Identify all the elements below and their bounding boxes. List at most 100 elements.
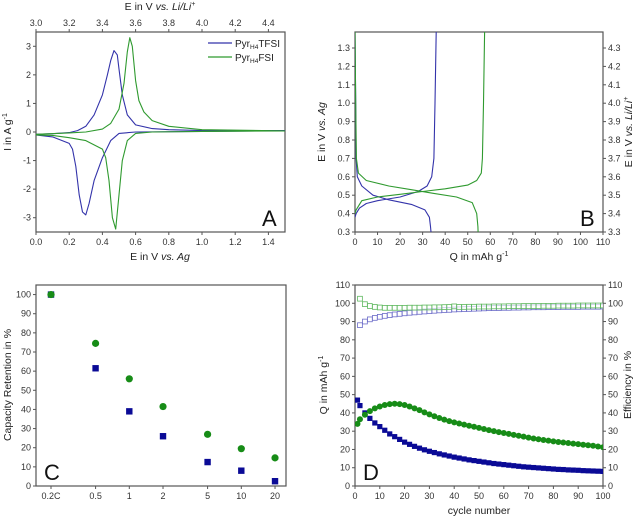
capacity-point (540, 436, 547, 443)
right-y-tick-label: 4.1 (608, 80, 621, 90)
efficiency-point (505, 303, 512, 309)
capacity-point (366, 408, 373, 415)
capacity-point (376, 403, 383, 410)
efficiency-point (426, 304, 433, 311)
y-tick-label: 0.4 (337, 209, 350, 219)
x-tick-label: 100 (595, 491, 610, 501)
y-tick-label: 0.3 (337, 227, 350, 237)
capacity-point (526, 464, 532, 470)
capacity-point (471, 458, 477, 464)
top-x-tick-label: 3.4 (96, 18, 109, 28)
y-tick-label: 30 (340, 426, 350, 436)
capacity-point (431, 413, 438, 420)
efficiency-point (451, 303, 457, 310)
y-tick-label: 20 (340, 444, 350, 454)
efficiency-point (535, 303, 542, 309)
top-x-tick-label: 4.2 (229, 18, 242, 28)
efficiency-point (595, 302, 601, 309)
data-point-circle (91, 339, 100, 347)
efficiency-point (570, 302, 577, 309)
data-point-square (126, 408, 133, 415)
series-group (355, 295, 603, 474)
panel-b-y-axis-title: E in V vs. Ag (316, 102, 328, 162)
capacity-point (535, 465, 542, 471)
efficiency-point (391, 311, 398, 318)
right-y-tick-label: 3.4 (608, 209, 621, 219)
efficiency-point (500, 303, 507, 310)
capacity-point (456, 420, 463, 427)
x-tick-label: 80 (530, 237, 540, 247)
capacity-point (555, 466, 561, 472)
series-line (36, 37, 285, 230)
x-tick-label: 50 (463, 237, 473, 247)
right-y-tick-label: 4.0 (608, 98, 621, 108)
capacity-point (397, 436, 403, 443)
series-group (355, 32, 486, 232)
capacity-point (371, 405, 378, 412)
x-tick-label: 0.2 (63, 237, 76, 247)
top-x-tick-label: 3.0 (30, 18, 43, 28)
capacity-point (530, 435, 537, 442)
y-tick-label: 1.1 (337, 80, 350, 90)
x-tick-label: 0.6 (129, 237, 142, 247)
y-tick-label: 40 (340, 408, 350, 418)
efficiency-point (362, 301, 368, 307)
series-line (355, 32, 437, 218)
data-point-circle (47, 290, 55, 299)
x-tick-label: 70 (508, 237, 518, 247)
y-tick-label: 80 (21, 328, 31, 338)
right-y-tick-label: 30 (608, 426, 618, 436)
capacity-point (505, 430, 512, 437)
y-tick-label: 60 (21, 366, 31, 376)
capacity-point (510, 431, 517, 438)
data-point-circle (125, 375, 133, 383)
capacity-point (506, 462, 512, 468)
efficiency-point (357, 295, 363, 302)
capacity-point (570, 467, 576, 473)
efficiency-point (372, 315, 378, 321)
efficiency-point (565, 302, 572, 309)
efficiency-point (376, 313, 383, 320)
capacity-point (511, 463, 517, 469)
x-tick-label: 30 (418, 237, 428, 247)
capacity-point (461, 456, 467, 462)
right-y-tick-label: 70 (608, 353, 618, 363)
x-tick-label: 0.0 (30, 237, 43, 247)
capacity-point (565, 440, 572, 447)
panel-d-right-axis-title: Efficiency in % (622, 351, 634, 419)
capacity-point (461, 421, 468, 428)
y-tick-label: 1.3 (337, 43, 350, 53)
efficiency-point (406, 304, 413, 311)
capacity-point (456, 455, 462, 461)
efficiency-point (446, 304, 453, 310)
x-tick-label: 110 (596, 237, 610, 247)
capacity-point (377, 424, 383, 430)
capacity-point (495, 429, 502, 436)
capacity-point (595, 468, 601, 474)
capacity-point (392, 434, 398, 440)
efficiency-point (372, 304, 378, 310)
x-tick-label: 1 (127, 491, 132, 501)
top-x-tick-label: 3.6 (129, 18, 142, 28)
capacity-point (565, 467, 571, 473)
capacity-point (555, 438, 562, 445)
right-y-tick-label: 3.8 (608, 135, 621, 145)
capacity-point (367, 415, 373, 421)
capacity-point (575, 441, 582, 448)
x-tick-label: 5 (205, 491, 210, 501)
capacity-point (575, 467, 581, 473)
panel-c-y-axis-title: Capacity Retention in % (2, 329, 14, 441)
top-x-tick-label: 4.0 (196, 18, 209, 28)
x-tick-label: 0.8 (163, 237, 176, 247)
efficiency-point (456, 304, 462, 310)
y-tick-label: 0.9 (337, 117, 350, 127)
x-tick-label: 20 (400, 491, 410, 501)
right-y-tick-label: 40 (608, 408, 618, 418)
capacity-point (406, 441, 413, 447)
efficiency-point (600, 302, 603, 309)
y-tick-label: 0 (26, 481, 31, 491)
capacity-point (535, 436, 542, 443)
capacity-point (466, 457, 472, 463)
x-tick-label: 60 (499, 491, 509, 501)
